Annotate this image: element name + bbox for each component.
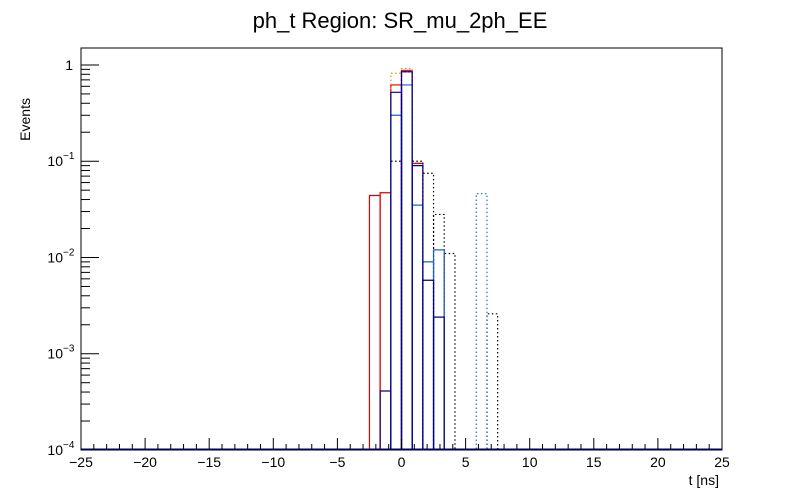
histogram-bin: [390, 160, 403, 449]
x-tick-label: 5: [462, 454, 470, 470]
y-tick-label-exponent: −2: [63, 247, 75, 258]
histogram-bin: [443, 252, 456, 449]
histogram-bin: [411, 165, 424, 449]
histogram-bin: [422, 172, 435, 449]
histogram-bin: [390, 91, 403, 449]
histogram-bin: [390, 114, 403, 449]
y-tick-label-base: 10: [47, 153, 63, 169]
y-tick-label-exponent: −3: [63, 344, 75, 355]
x-tick-label: 10: [522, 454, 538, 470]
histogram-bin: [400, 71, 413, 449]
histogram-bin: [422, 279, 435, 449]
y-tick-label-exponent: −1: [63, 151, 75, 162]
histogram-bin: [400, 67, 413, 449]
y-axis-label: Events: [17, 98, 33, 141]
histogram-bin: [379, 390, 392, 449]
histogram-bin: [379, 192, 392, 449]
histogram-bin: [390, 72, 403, 449]
x-tick-label: −20: [133, 454, 157, 470]
x-tick-label: 0: [398, 454, 406, 470]
histogram-bin: [368, 194, 381, 449]
y-tick-label-base: 10: [47, 442, 63, 458]
histogram-bin: [422, 261, 435, 449]
x-tick-label: 20: [650, 454, 666, 470]
histogram-bin: [400, 84, 413, 449]
histogram-bin: [411, 160, 424, 449]
y-tick-label-base: 10: [47, 346, 63, 362]
histogram-bin: [475, 193, 488, 449]
histogram-bin: [400, 71, 413, 449]
histogram-bin: [390, 84, 403, 449]
histogram-bin: [411, 162, 424, 449]
y-axis: 110−110−210−310−4: [47, 57, 99, 458]
histogram-bin: [486, 313, 499, 449]
y-tick-label: 1: [65, 57, 73, 73]
x-tick-label: 15: [586, 454, 602, 470]
histogram-bin: [432, 249, 445, 449]
histogram-bin: [411, 160, 424, 449]
histogram-bin: [411, 204, 424, 449]
y-tick-label-base: 10: [47, 249, 63, 265]
x-tick-label: −10: [261, 454, 285, 470]
chart-title: ph_t Region: SR_mu_2ph_EE: [253, 8, 548, 33]
histogram-series: [81, 71, 722, 450]
x-tick-label: −5: [329, 454, 345, 470]
x-tick-label: 25: [714, 454, 730, 470]
x-tick-label: −25: [69, 454, 93, 470]
y-tick-label-exponent: −4: [63, 440, 75, 451]
x-axis: −25 −20 −15 −10 −5 0 5 10 15 20 25: [69, 438, 730, 470]
histogram-bin: [432, 316, 445, 449]
x-tick-label: −15: [197, 454, 221, 470]
x-axis-label: t [ns]: [689, 472, 719, 488]
series-layer: [81, 67, 722, 450]
histogram-bin: [400, 69, 413, 449]
